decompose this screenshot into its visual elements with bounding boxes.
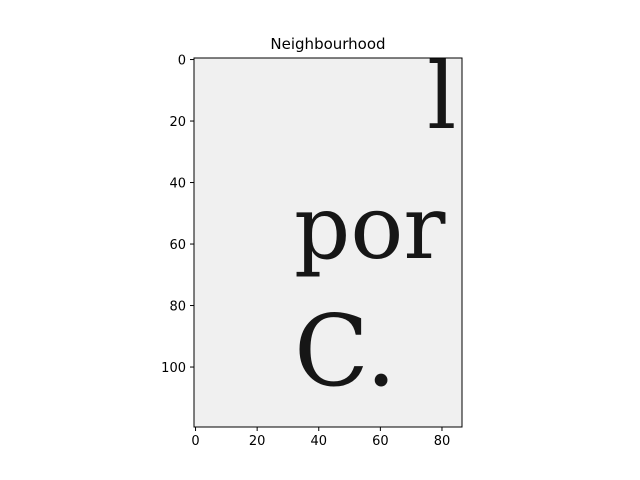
x-tick-label: 40 — [310, 434, 327, 449]
y-axis: 0 20 40 60 80 100 — [161, 54, 194, 376]
glyph-c-dot: C. — [294, 295, 397, 409]
x-tick-label: 0 — [191, 434, 199, 449]
y-tick-label: 60 — [169, 238, 186, 253]
axes-frame — [193, 57, 463, 428]
y-tick-label: 100 — [161, 361, 186, 376]
y-tick-label: 20 — [169, 115, 186, 130]
x-tick-label: 80 — [434, 434, 451, 449]
y-tick-label: 40 — [169, 177, 186, 192]
y-tick-label: 80 — [169, 300, 186, 315]
x-tick-label: 60 — [372, 434, 389, 449]
glyph-por: por — [294, 176, 446, 279]
glyph-l: l — [427, 43, 456, 150]
chart-title: Neighbourhood — [270, 35, 385, 53]
x-axis: 0 20 40 60 80 — [191, 427, 450, 449]
x-tick-label: 20 — [249, 434, 266, 449]
image-background — [194, 58, 462, 427]
y-tick-label: 0 — [178, 54, 186, 69]
image-axes: l por C. — [193, 43, 463, 428]
